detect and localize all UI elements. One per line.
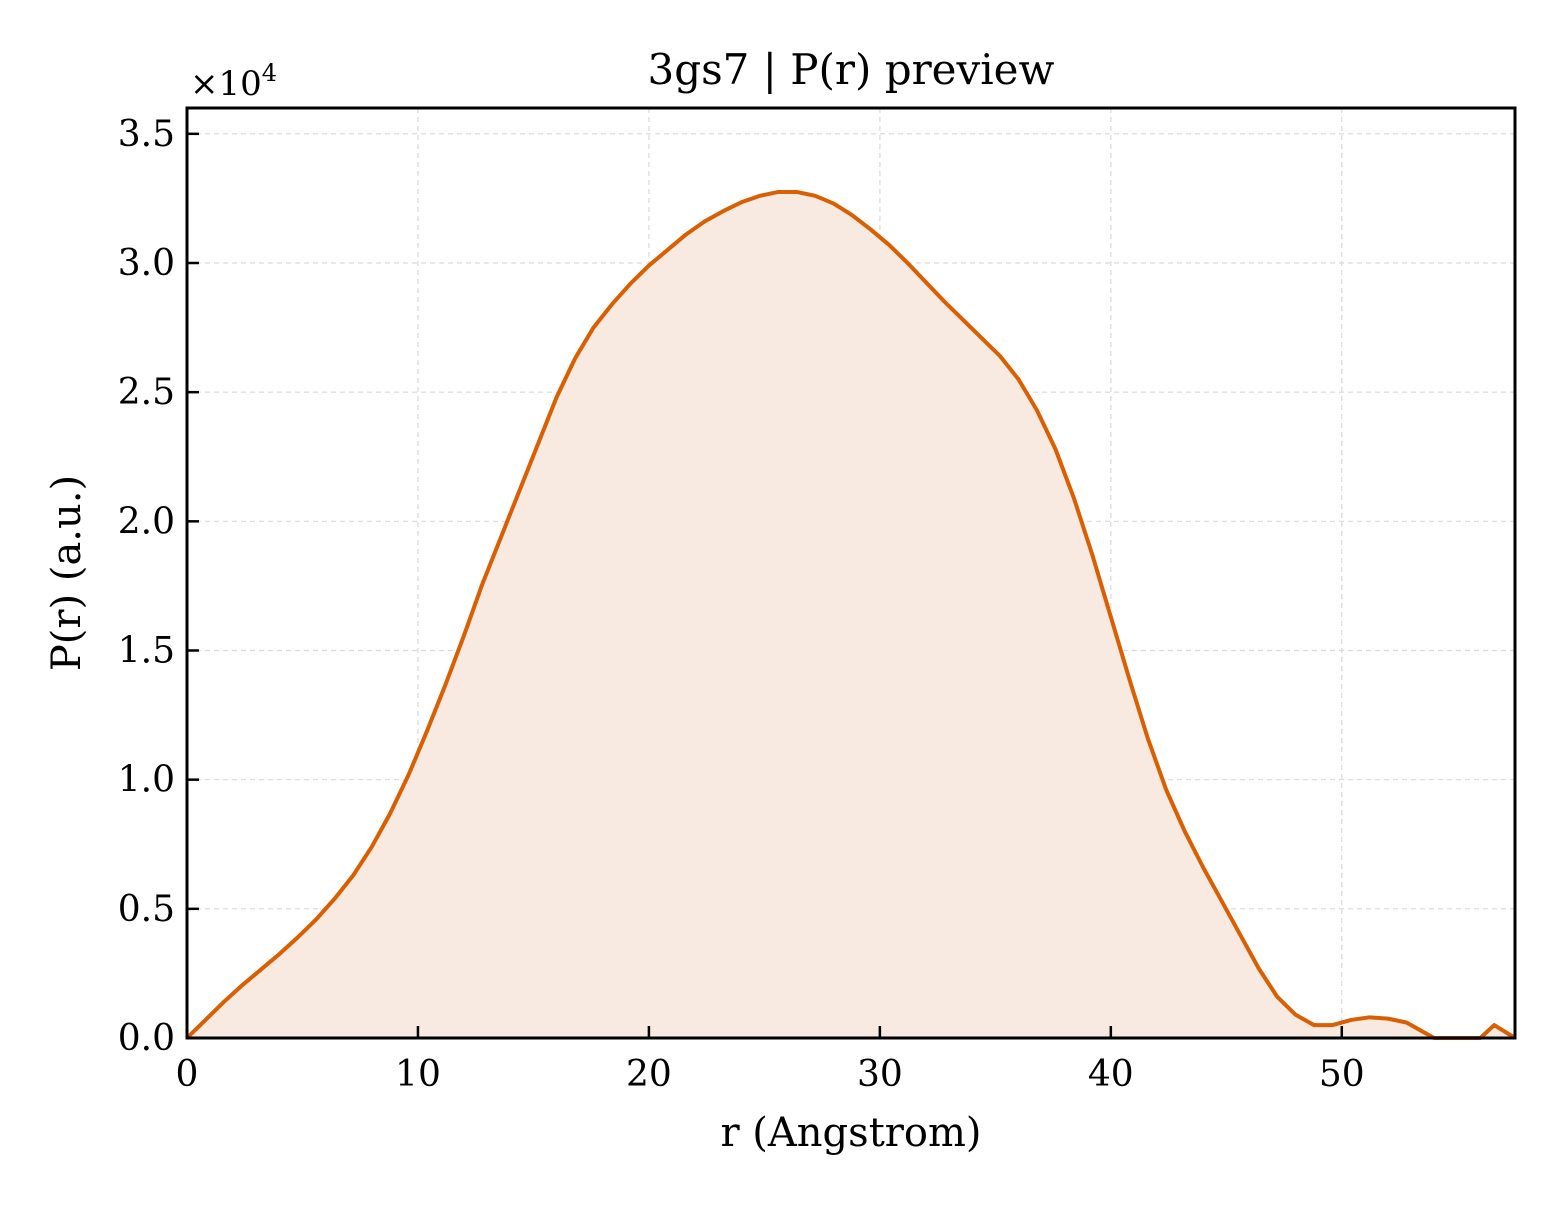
x-tick-label: 20 (626, 1054, 672, 1095)
y-tick-label: 1.5 (118, 631, 175, 672)
x-tick-label: 0 (176, 1054, 199, 1095)
y-multiplier-base: ×10 (190, 64, 262, 104)
x-tick-label: 10 (395, 1054, 441, 1095)
y-axis-multiplier: ×104 (190, 59, 277, 104)
x-tick-label: 30 (857, 1054, 903, 1095)
y-axis-label: P(r) (a.u.) (44, 475, 90, 671)
x-axis-label: r (Angstrom) (720, 1110, 981, 1156)
y-multiplier-exponent: 4 (262, 59, 277, 87)
y-tick-label: 3.0 (118, 243, 175, 284)
y-tick-label: 1.0 (118, 760, 175, 801)
chart-title: 3gs7 | P(r) preview (648, 45, 1055, 94)
y-tick-label: 3.5 (118, 114, 175, 155)
y-tick-label: 2.0 (118, 501, 175, 542)
axes-frame (185, 106, 1517, 1040)
x-axis-ticks: 0 10 20 30 40 50 (176, 1026, 1365, 1095)
y-tick-label: 0.0 (118, 1018, 175, 1059)
series-line (185, 189, 1517, 1040)
area-fill (187, 191, 1515, 1038)
x-tick-label: 50 (1319, 1054, 1365, 1095)
x-tick-label: 40 (1088, 1054, 1134, 1095)
y-tick-label: 0.5 (118, 889, 175, 930)
y-axis-ticks: 0.0 0.5 1.0 1.5 2.0 2.5 3.0 3.5 (118, 114, 199, 1059)
y-tick-label: 2.5 (118, 372, 175, 413)
